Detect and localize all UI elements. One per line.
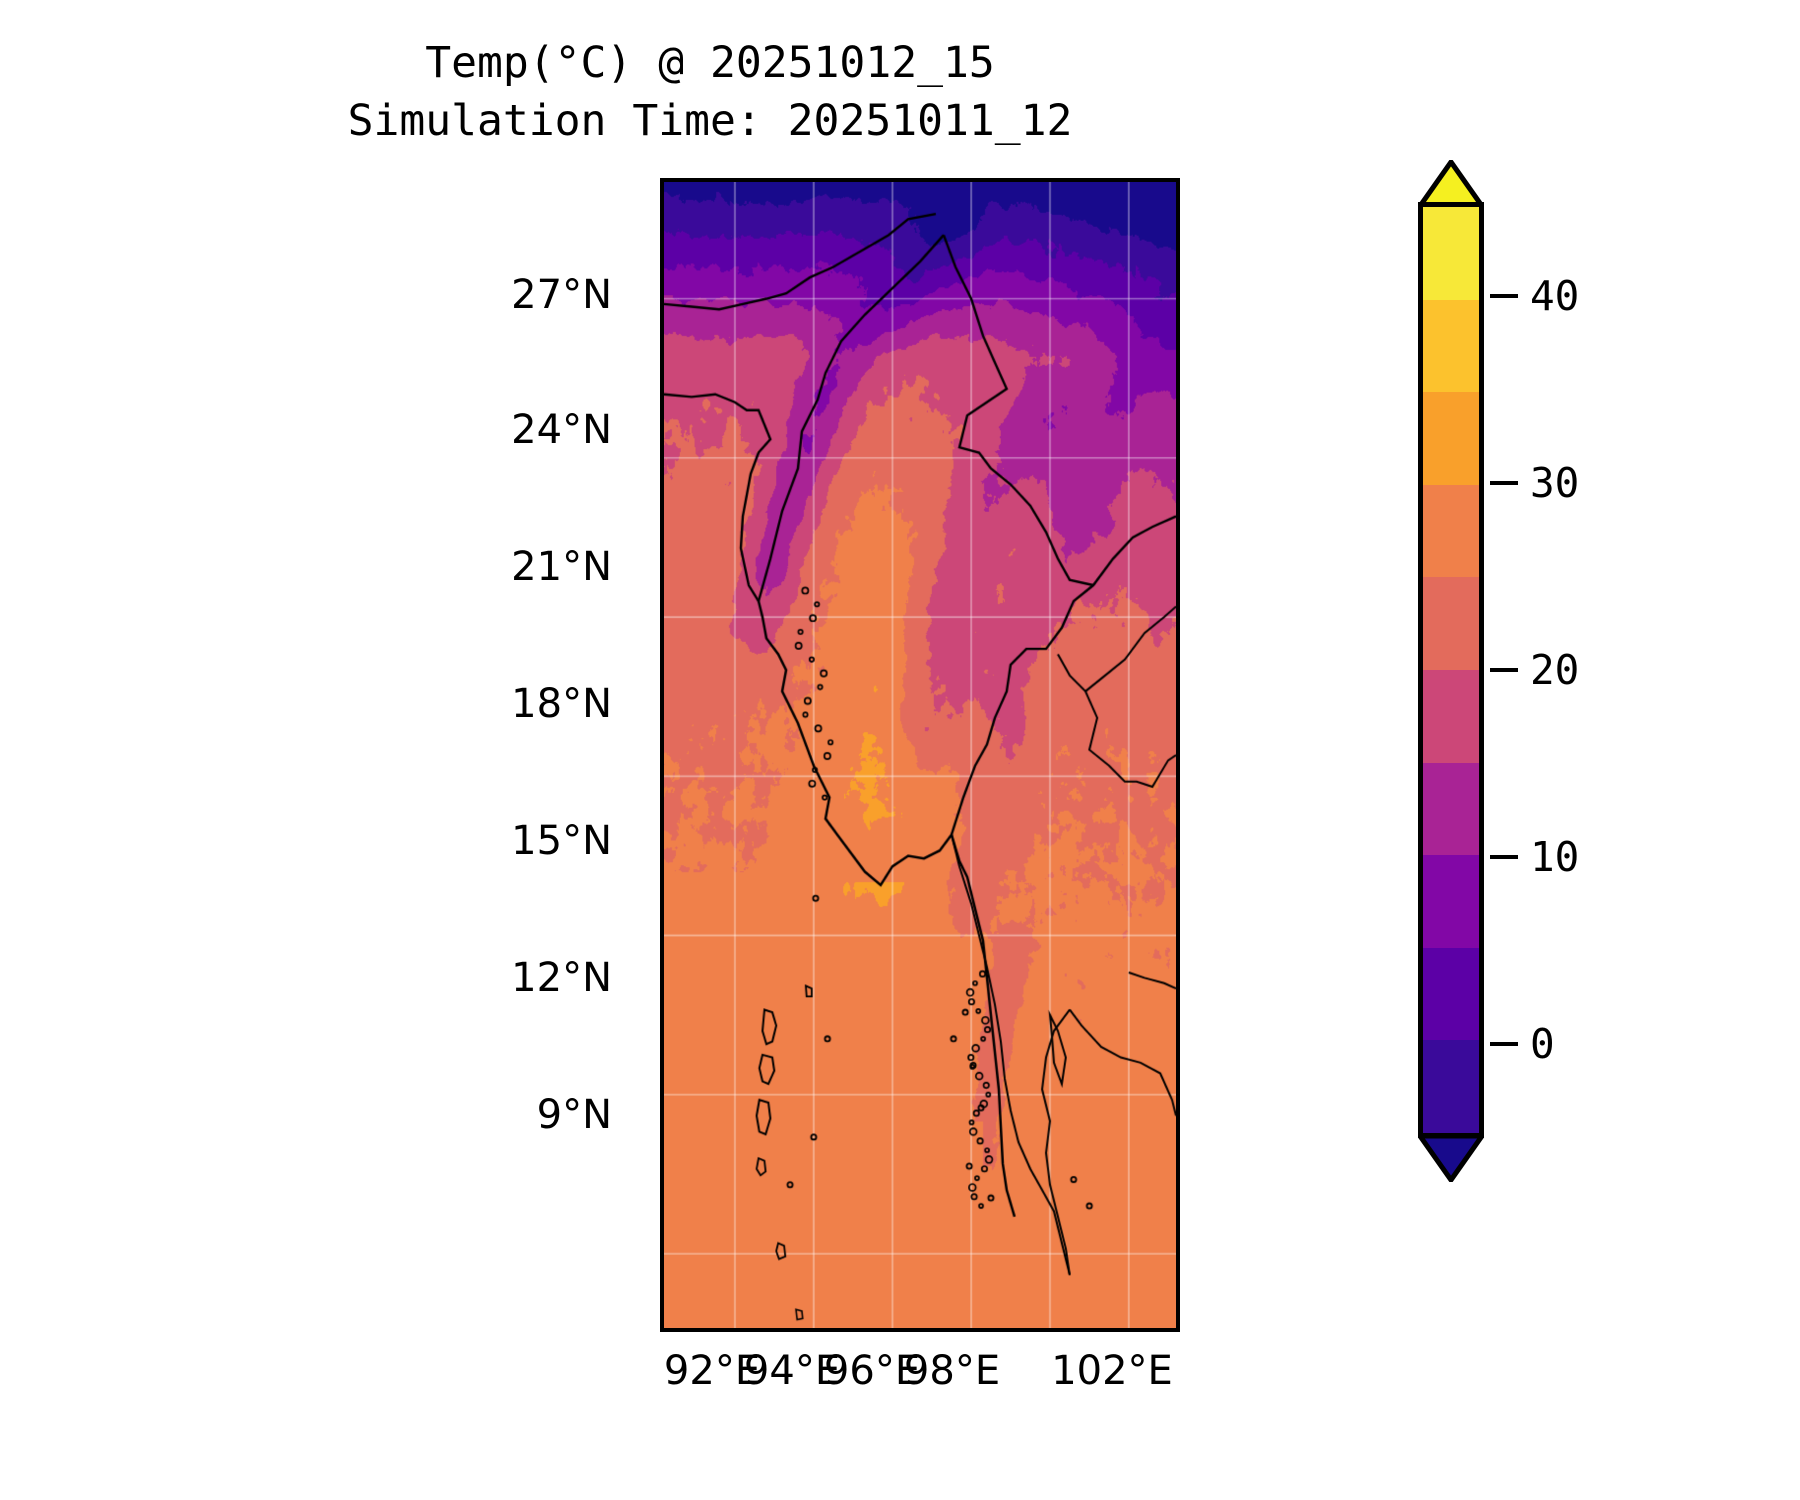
ytick-label-24n: 24°N (511, 407, 612, 453)
colorbar-under-arrow-icon (1418, 1134, 1484, 1182)
title-simulation-time: Simulation Time: 20251011_12 (347, 96, 1073, 146)
ytick-label-15n: 15°N (511, 818, 612, 864)
colorbar-band (1423, 855, 1479, 948)
xtick-label-102e: 102°E (1051, 1348, 1173, 1394)
ytick-label-27n: 27°N (511, 272, 612, 318)
colorbar-band (1423, 762, 1479, 856)
colorbar-tick-mark (1490, 480, 1518, 485)
colorbar-band (1423, 947, 1479, 1041)
xtick-label-98e: 98°E (903, 1348, 1001, 1394)
colorbar-over-arrow-icon (1418, 160, 1484, 208)
map-plot-area[interactable] (660, 178, 1180, 1332)
colorbar-band (1423, 484, 1479, 578)
xtick-label-92e: 92°E (663, 1348, 761, 1394)
figure-title: Temp(°C) @ 20251012_15 Simulation Time: … (0, 34, 1420, 150)
colorbar-band (1423, 299, 1479, 393)
title-variable-validtime: Temp(°C) @ 20251012_15 (425, 38, 995, 88)
colorbar-tick-label: 20 (1530, 646, 1580, 694)
colorbar-tick-mark (1490, 855, 1518, 860)
colorbar-tick-label: 30 (1530, 458, 1580, 507)
colorbar-tick-label: 0 (1530, 1020, 1555, 1069)
colorbar-band (1423, 392, 1479, 485)
colorbar[interactable]: 40 30 20 10 0 (1418, 160, 1579, 1220)
colorbar-bands (1418, 202, 1484, 1138)
colorbar-band (1423, 1040, 1479, 1133)
colorbar-tick-mark (1490, 293, 1518, 298)
ytick-label-9n: 9°N (536, 1092, 612, 1138)
xtick-label-94e: 94°E (743, 1348, 841, 1394)
temperature-field-heatmap (664, 182, 1176, 1328)
colorbar-tick-label: 10 (1530, 833, 1580, 882)
xtick-label-96e: 96°E (823, 1348, 921, 1394)
ytick-label-12n: 12°N (511, 955, 612, 1001)
ytick-label-18n: 18°N (511, 681, 612, 727)
colorbar-band (1423, 577, 1479, 670)
colorbar-band (1423, 669, 1479, 763)
colorbar-tick-mark (1490, 1042, 1518, 1047)
colorbar-band (1423, 207, 1479, 300)
colorbar-tick-label: 40 (1530, 271, 1580, 320)
colorbar-tick-mark (1490, 668, 1518, 672)
ytick-label-21n: 21°N (511, 544, 612, 590)
